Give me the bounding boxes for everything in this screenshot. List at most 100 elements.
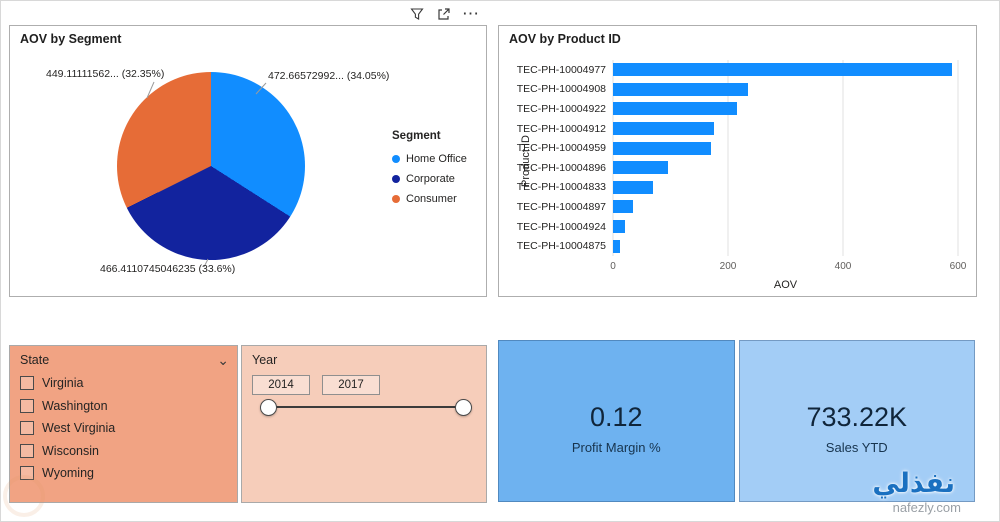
state-option[interactable]: Wisconsin <box>20 440 237 463</box>
bar-row <box>613 158 958 178</box>
bar[interactable] <box>613 63 953 77</box>
bar-chart: TEC-PH-10004977 TEC-PH-10004908 TEC-PH-100… <box>516 60 959 256</box>
popout-icon[interactable] <box>436 6 452 22</box>
kpi-card: 733.22K Sales YTD <box>738 340 975 502</box>
bar-row <box>613 60 958 80</box>
pie-chart-panel: AOV by Segment 449.11111562... (32.35%) … <box>9 25 487 297</box>
bar[interactable] <box>613 122 714 136</box>
bar[interactable] <box>613 82 749 96</box>
x-axis-title: AOV <box>773 279 798 291</box>
x-axis-ticks: 0 200 400 600 <box>610 261 966 274</box>
checkbox-icon[interactable] <box>20 443 34 458</box>
bar-row <box>613 138 958 158</box>
more-options-icon[interactable]: ⋯ <box>462 4 480 23</box>
year-slicer-title: Year <box>252 353 278 367</box>
legend-item[interactable]: Home Office <box>392 149 467 169</box>
bar[interactable] <box>613 141 711 155</box>
bar-chart-panel: AOV by Product ID Product ID TEC-PH-1000… <box>498 25 977 297</box>
category-label: TEC-PH-10004897 <box>516 200 606 213</box>
state-option-label: Wyoming <box>42 466 94 481</box>
bar-row <box>613 119 958 139</box>
category-label: TEC-PH-10004912 <box>516 122 606 135</box>
legend-items: Home Office Corporate Consumer <box>392 149 467 209</box>
state-option[interactable]: Washington <box>20 395 237 418</box>
kpi-card: 0.12 Profit Margin % <box>498 340 735 502</box>
kpi-cards: 0.12 Profit Margin % 733.22K Sales YTD <box>498 340 975 502</box>
state-option[interactable]: Virginia <box>20 372 237 395</box>
visual-header-toolbar: ⋯ <box>409 4 480 23</box>
year-end-input[interactable]: 2017 <box>322 375 380 395</box>
checkbox-icon[interactable] <box>20 421 34 436</box>
state-option-label: Wisconsin <box>42 443 99 458</box>
bar-chart-title: AOV by Product ID <box>509 32 621 46</box>
bar[interactable] <box>613 220 625 234</box>
year-slicer: Year 2014 2017 <box>241 345 487 503</box>
pie-data-label-consumer: 449.11111562... (32.35%) <box>46 68 165 80</box>
chevron-down-icon[interactable]: ⌄ <box>217 352 229 368</box>
legend-swatch-icon <box>392 155 400 163</box>
legend-label: Consumer <box>406 193 457 205</box>
bar-rows <box>613 60 958 256</box>
state-option-label: Virginia <box>42 376 84 391</box>
x-tick-label: 600 <box>949 261 967 272</box>
legend-swatch-icon <box>392 175 400 183</box>
category-label: TEC-PH-10004922 <box>516 102 606 115</box>
bar[interactable] <box>613 239 620 253</box>
bar-row <box>613 236 958 256</box>
legend-label: Home Office <box>406 153 467 165</box>
kpi-label: Profit Margin % <box>571 439 661 455</box>
legend-swatch-icon <box>392 195 400 203</box>
year-slicer-header: Year <box>242 346 486 370</box>
state-option[interactable]: West Virginia <box>20 417 237 440</box>
state-slicer: State ⌄ Virginia Washington West Virginia W… <box>9 345 238 503</box>
x-tick-label: 0 <box>610 261 616 272</box>
slider-handle-left[interactable] <box>260 398 277 416</box>
legend-item[interactable]: Corporate <box>392 169 467 189</box>
category-label: TEC-PH-10004875 <box>516 240 606 253</box>
year-inputs: 2014 2017 <box>252 375 486 395</box>
bar-row <box>613 178 958 198</box>
category-label: TEC-PH-10004977 <box>516 63 606 76</box>
category-label: TEC-PH-10004908 <box>516 83 606 96</box>
state-option-label: Washington <box>42 398 108 413</box>
bar-plot-area <box>612 60 959 256</box>
kpi-value: 0.12 <box>589 401 643 432</box>
year-start-input[interactable]: 2014 <box>252 375 310 395</box>
kpi-label: Sales YTD <box>825 439 888 455</box>
checkbox-icon[interactable] <box>20 376 34 391</box>
gridline <box>957 60 959 256</box>
legend-title: Segment <box>392 130 441 142</box>
state-slicer-title: State <box>20 353 50 367</box>
pie-chart[interactable] <box>117 72 305 260</box>
state-slicer-header: State ⌄ <box>10 346 237 370</box>
watermark-logo-icon <box>3 475 45 517</box>
bar-row <box>613 197 958 217</box>
pie-data-label-home-office: 472.66572992... (34.05%) <box>268 70 390 82</box>
x-tick-label: 400 <box>834 261 852 272</box>
bar-row <box>613 99 958 119</box>
gridline <box>612 60 614 256</box>
slider-track[interactable] <box>266 405 466 408</box>
state-option-list: Virginia Washington West Virginia Wisconsin… <box>10 370 237 485</box>
watermark-brand: نفذلي <box>872 468 955 499</box>
filter-icon[interactable] <box>409 6 425 22</box>
bar[interactable] <box>613 180 654 194</box>
bar-row <box>613 80 958 100</box>
bar[interactable] <box>613 102 737 116</box>
pie-legend: Segment Home Office Corporate Consumer <box>392 130 467 209</box>
slider-handle-right[interactable] <box>455 398 472 416</box>
state-option-label: West Virginia <box>42 421 116 436</box>
gridline <box>727 60 729 256</box>
category-label: TEC-PH-10004959 <box>516 142 606 155</box>
year-range-slider <box>260 398 472 416</box>
checkbox-icon[interactable] <box>20 398 34 413</box>
legend-item[interactable]: Consumer <box>392 189 467 209</box>
gridline <box>842 60 844 256</box>
watermark-site: nafezly.com <box>892 500 961 515</box>
bar[interactable] <box>613 161 668 175</box>
bar[interactable] <box>613 200 634 214</box>
category-label: TEC-PH-10004924 <box>516 220 606 233</box>
kpi-value: 733.22K <box>806 401 908 432</box>
state-option[interactable]: Wyoming <box>20 462 237 485</box>
